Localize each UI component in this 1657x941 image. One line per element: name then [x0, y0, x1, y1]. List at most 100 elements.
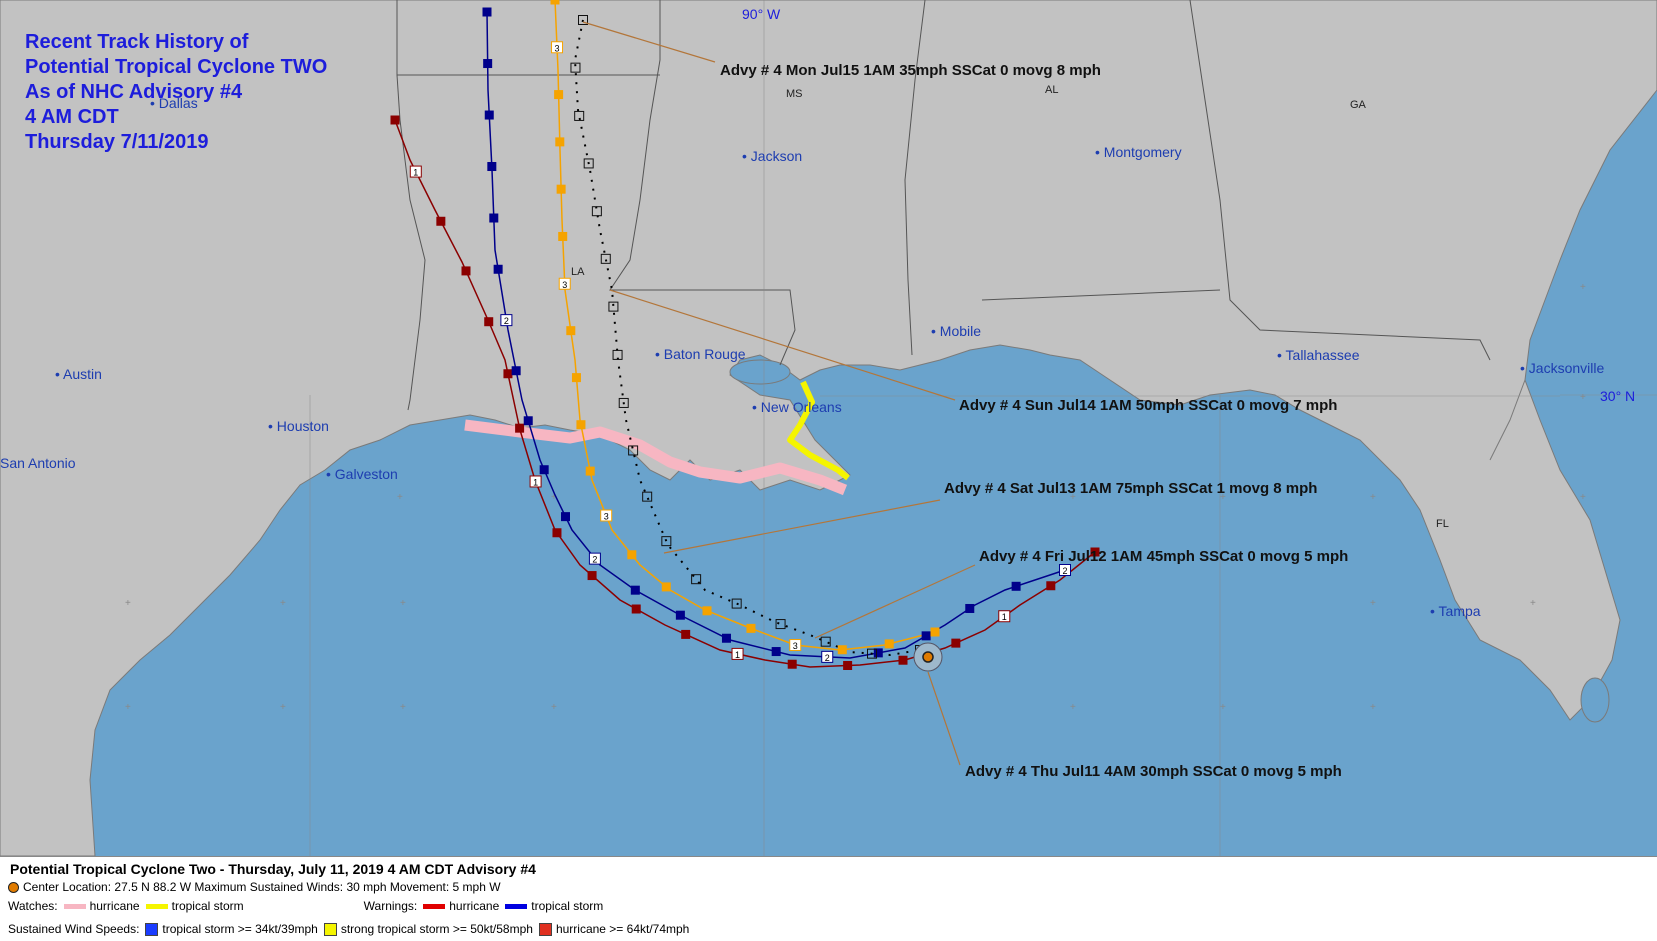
track-point-marker [570, 62, 581, 73]
callout-leaders [582, 21, 976, 766]
track-point-marker [837, 645, 847, 655]
track-point-marker [515, 423, 525, 433]
track-point-marker [576, 420, 586, 430]
track-point-marker [721, 633, 731, 643]
title-line: Thursday 7/11/2019 [25, 131, 209, 153]
svg-text:+: + [125, 598, 131, 609]
svg-text:+: + [1070, 492, 1076, 503]
track-point-marker [884, 639, 894, 649]
svg-text:+: + [280, 702, 286, 713]
svg-text:+: + [1370, 702, 1376, 713]
advisory-label-fri: Advy # 4 Fri Jul12 1AM 45mph SSCat 0 mov… [979, 548, 1349, 565]
land-mass [0, 0, 1657, 856]
track-point-marker [587, 571, 597, 581]
track-point-marker [566, 326, 576, 336]
track-point-marker [820, 636, 831, 647]
track-point-marker [998, 610, 1011, 623]
track-point-marker [436, 216, 446, 226]
track-point-marker [556, 184, 566, 194]
city-label-galveston: • Galveston [326, 466, 398, 482]
watch-ts-text: tropical storm [171, 899, 244, 913]
track-line-red [394, 119, 1096, 668]
city-label-new-orleans: • New Orleans [752, 399, 842, 415]
city-label-austin: • Austin [55, 366, 102, 382]
track-point-marker [484, 110, 494, 120]
advisory-label-thu: Advy # 4 Thu Jul11 4AM 30mph SSCat 0 mov… [965, 763, 1342, 780]
track-point-marker [631, 604, 641, 614]
track-line-orange [554, 0, 936, 651]
storm-track-map: + + + + + + + + + + + + + + + + + + + + 1 1 1 1 2 2 2 2 3 3 3 3 [0, 0, 1657, 856]
warn-ts-text: tropical storm [531, 899, 604, 913]
state-label-al: AL [1045, 84, 1059, 96]
track-point-label: 1 [413, 168, 418, 178]
city-label-san-antonio: San Antonio [0, 455, 76, 471]
track-point-label: 3 [793, 641, 798, 651]
advisory-label-sat: Advy # 4 Sat Jul13 1AM 75mph SSCat 1 mov… [944, 480, 1318, 497]
title-line: Potential Tropical Cyclone TWO [25, 56, 328, 78]
track-point-marker [898, 655, 908, 665]
track-point-marker [731, 598, 742, 609]
hurricane-watch-band [464, 419, 848, 496]
watch-hurricane-text: hurricane [89, 899, 140, 913]
track-point-marker [731, 647, 744, 660]
track-point-marker [1090, 547, 1100, 557]
map-title: Recent Track History of Potential Tropic… [25, 30, 327, 155]
ts50-swatch [323, 922, 337, 936]
advisory-label-mon: Advy # 4 Mon Jul15 1AM 35mph SSCat 0 mov… [720, 62, 1101, 79]
state-label-fl: FL [1436, 518, 1449, 530]
state-label-ga: GA [1350, 99, 1366, 111]
longitude-label: 90° W [742, 6, 781, 22]
track-point-marker [746, 623, 756, 633]
track-point-marker [628, 445, 639, 456]
svg-text:+: + [1580, 282, 1586, 293]
warn-hurricane-text: hurricane [449, 899, 500, 913]
track-point-marker [618, 397, 629, 408]
track-point-marker [630, 585, 640, 595]
hu64-swatch [538, 922, 552, 936]
tropical-storm-watch-swatch [145, 903, 168, 909]
track-point-marker [1059, 564, 1071, 576]
winds-label: Sustained Wind Speeds: [8, 922, 140, 936]
svg-text:+: + [1220, 492, 1226, 503]
city-label-montgomery: • Montgomery [1095, 144, 1182, 160]
track-point-marker [608, 301, 619, 312]
track-point-marker [539, 465, 549, 475]
track-point-marker [558, 277, 571, 290]
track-point-marker [487, 162, 497, 172]
track-point-marker [550, 0, 560, 5]
track-point-label: 3 [555, 43, 560, 53]
track-point-marker [529, 475, 542, 488]
track-point-marker [675, 610, 685, 620]
svg-text:+: + [400, 598, 406, 609]
track-point-marker [867, 648, 878, 659]
track-point-marker [681, 629, 691, 639]
track-point-marker [585, 466, 595, 476]
track-point-marker [551, 41, 564, 54]
svg-text:+: + [551, 702, 557, 713]
title-line: Recent Track History of [25, 31, 249, 53]
track-point-label: 1 [735, 650, 740, 660]
svg-text:+: + [397, 492, 403, 503]
tropical-storm-watch-band [787, 380, 850, 481]
track-point-marker [642, 491, 653, 502]
track-point-marker [965, 603, 975, 613]
legend-winds-row: Sustained Wind Speeds: tropical storm >=… [8, 922, 689, 936]
track-point-marker [612, 349, 623, 360]
track-point-marker [661, 582, 671, 592]
track-point-label: 2 [592, 555, 597, 565]
svg-text:+: + [1580, 392, 1586, 403]
track-point-marker [661, 536, 672, 547]
city-label-houston: • Houston [268, 418, 329, 434]
track-point-marker [578, 15, 588, 25]
track-point-label: 3 [562, 280, 567, 290]
track-point-label: 2 [504, 316, 509, 326]
city-label-tallahassee: • Tallahassee [1277, 347, 1360, 363]
track-point-marker [555, 137, 565, 147]
track-point-marker [1046, 581, 1056, 591]
legend-center-row: Center Location: 27.5 N 88.2 W Maximum S… [8, 880, 501, 894]
city-label-baton-rouge: • Baton Rouge [655, 346, 746, 362]
track-point-marker [390, 115, 400, 125]
track-point-marker [821, 650, 834, 663]
city-label-jackson: • Jackson [742, 148, 803, 164]
state-label-la: LA [571, 266, 585, 278]
